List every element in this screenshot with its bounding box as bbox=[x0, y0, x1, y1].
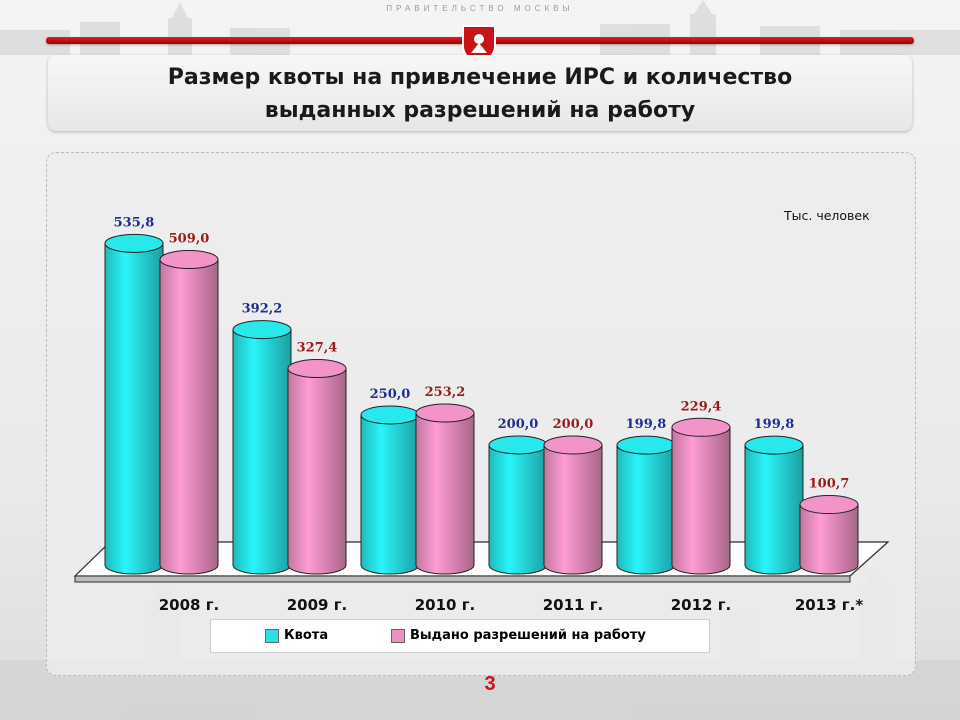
bar-quota-0 bbox=[104, 233, 164, 575]
page-number: 3 bbox=[484, 673, 496, 695]
data-label-quota-0: 535,8 bbox=[114, 215, 155, 230]
legend-label-permits: Выдано разрешений на работу bbox=[410, 628, 646, 643]
government-caption: ПРАВИТЕЛЬСТВО МОСКВЫ bbox=[386, 4, 574, 13]
title-box: Размер квоты на привлечение ИРС и количе… bbox=[48, 55, 912, 131]
x-tick-label-1: 2009 г. bbox=[287, 596, 348, 614]
data-label-permits-5: 100,7 bbox=[809, 477, 850, 492]
data-label-quota-2: 250,0 bbox=[370, 387, 411, 402]
bar-permits-2 bbox=[415, 403, 475, 575]
x-tick-label-5: 2013 г.* bbox=[795, 596, 864, 614]
bar-permits-0 bbox=[159, 249, 219, 575]
data-label-quota-3: 200,0 bbox=[498, 417, 539, 432]
legend-swatch-permits bbox=[391, 628, 405, 643]
bar-quota-2 bbox=[360, 405, 420, 575]
data-label-quota-5: 199,8 bbox=[754, 417, 795, 432]
chart-legend: Квота Выдано разрешений на работу bbox=[210, 619, 710, 653]
data-label-permits-2: 253,2 bbox=[425, 385, 466, 400]
bar-permits-5 bbox=[799, 495, 859, 575]
title-line-1: Размер квоты на привлечение ИРС и количе… bbox=[167, 65, 793, 90]
data-label-permits-4: 229,4 bbox=[681, 399, 722, 414]
title-line-2: выданных разрешений на работу bbox=[264, 98, 696, 123]
unit-label: Тыс. человек bbox=[784, 208, 870, 223]
bar-quota-1 bbox=[232, 320, 292, 575]
data-label-quota-1: 392,2 bbox=[242, 302, 283, 317]
legend-item-permits: Выдано разрешений на работу bbox=[391, 628, 646, 643]
legend-item-quota: Квота bbox=[265, 628, 328, 643]
legend-swatch-quota bbox=[265, 628, 279, 643]
bar-quota-3 bbox=[488, 435, 548, 575]
data-label-permits-1: 327,4 bbox=[297, 340, 338, 355]
x-tick-label-3: 2011 г. bbox=[543, 596, 604, 614]
chart-floor-edge bbox=[74, 575, 851, 583]
bar-quota-4 bbox=[616, 435, 676, 575]
data-label-quota-4: 199,8 bbox=[626, 417, 667, 432]
legend-label-quota: Квота bbox=[284, 628, 329, 643]
bar-permits-4 bbox=[671, 417, 731, 575]
x-tick-label-4: 2012 г. bbox=[671, 596, 732, 614]
x-tick-label-0: 2008 г. bbox=[159, 596, 220, 614]
bar-quota-5 bbox=[744, 435, 804, 575]
data-label-permits-0: 509,0 bbox=[169, 231, 210, 246]
bar-permits-3 bbox=[543, 435, 603, 575]
data-label-permits-3: 200,0 bbox=[553, 417, 594, 432]
bar-permits-1 bbox=[287, 358, 347, 575]
x-tick-label-2: 2010 г. bbox=[415, 596, 476, 614]
